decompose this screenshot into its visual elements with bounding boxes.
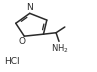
Text: NH$_2$: NH$_2$ — [51, 42, 68, 55]
Text: N: N — [26, 3, 33, 12]
Text: HCl: HCl — [4, 57, 19, 66]
Text: O: O — [18, 37, 25, 46]
